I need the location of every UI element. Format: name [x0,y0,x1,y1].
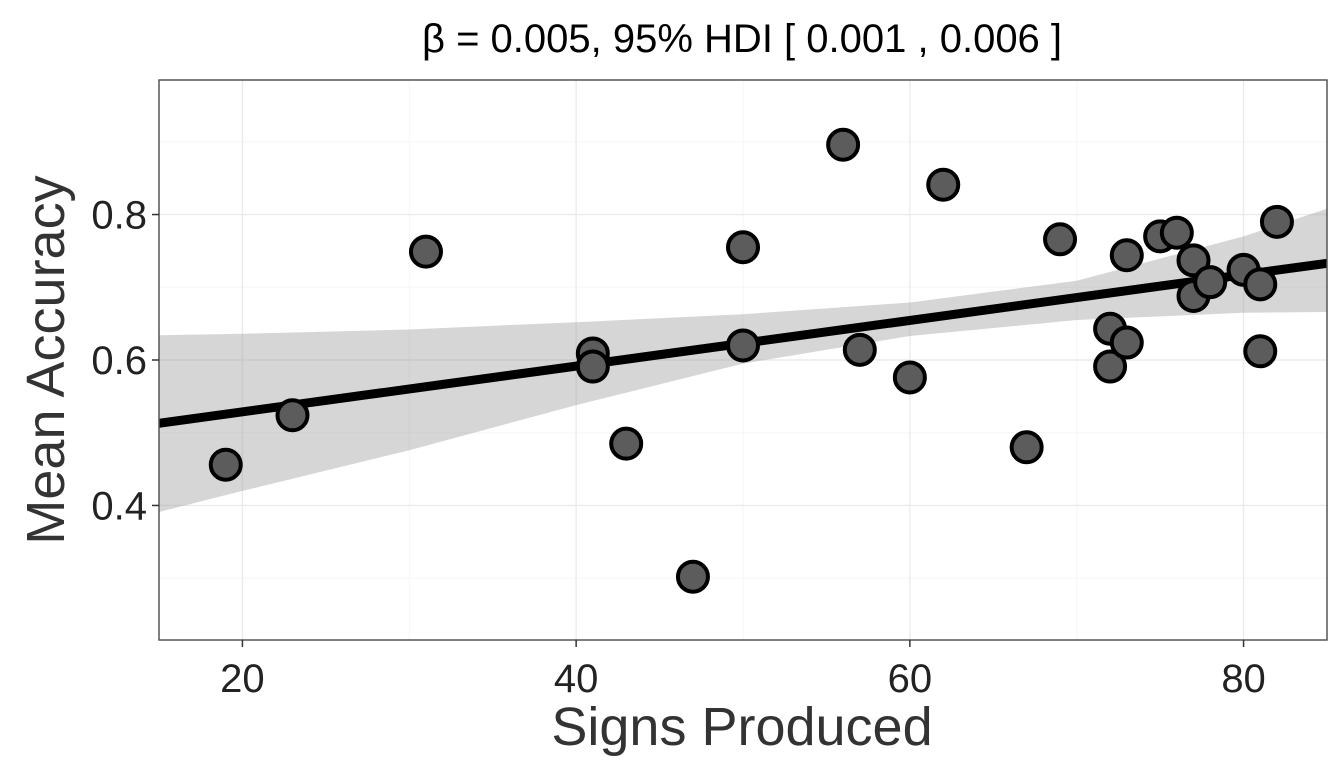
data-point [575,349,610,384]
data-point [1159,215,1194,250]
y-tick-label: 0.6 [91,339,147,383]
data-point [892,360,927,395]
data-point [1043,222,1078,257]
data-point [726,328,760,363]
chart-title: β = 0.005, 95% HDI [ 0.001 , 0.006 ] [422,17,1062,61]
data-point [1093,349,1128,384]
x-tick-label: 40 [554,657,599,701]
x-axis-title: Signs Produced [551,697,932,757]
data-point [842,332,877,367]
plot-panel: 20 40 60 80 0.4 0.6 0.8 [91,79,1328,701]
x-tick-label: 60 [888,657,933,701]
data-point [1109,238,1144,273]
data-point [1176,243,1211,278]
data-point [408,234,443,269]
data-point [926,167,961,202]
data-point [1243,267,1278,302]
y-axis-title: Mean Accuracy [16,175,76,544]
y-tick-label: 0.8 [91,194,147,238]
data-point [1109,325,1144,360]
data-point [208,447,243,482]
data-point [1193,265,1228,300]
data-point [826,127,861,162]
data-points [208,127,1294,594]
x-tick-label: 80 [1221,657,1266,701]
gridlines [159,80,1327,640]
x-tick-label: 20 [220,657,265,701]
y-tick-label: 0.4 [91,484,147,528]
data-point [609,426,644,461]
data-point [1009,430,1044,465]
data-point [275,398,310,433]
data-point [1259,204,1294,239]
data-point [726,230,760,265]
data-point [675,559,710,594]
data-point [1243,334,1278,369]
